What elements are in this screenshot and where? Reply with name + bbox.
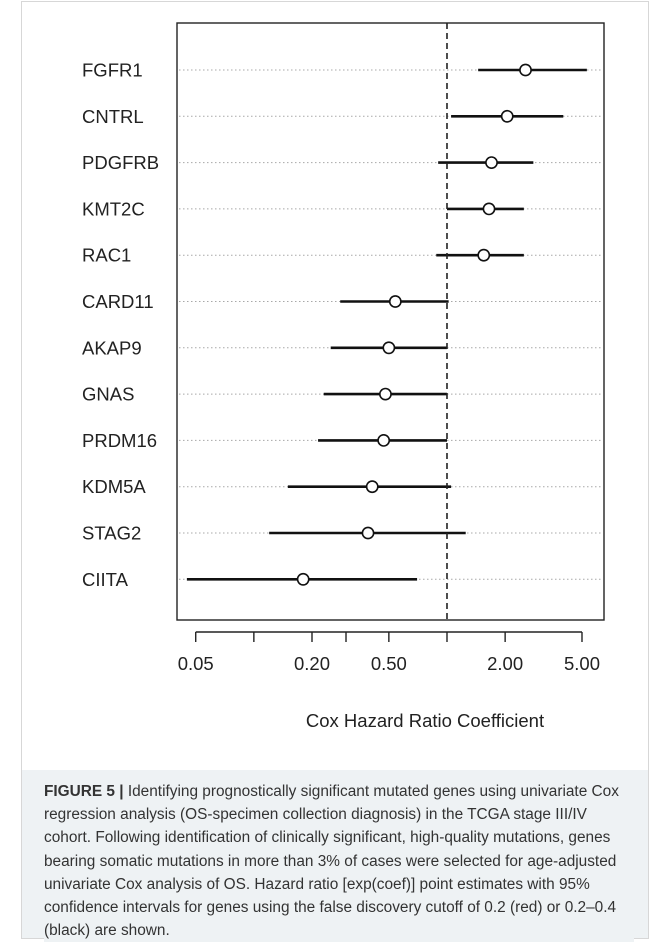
gene-label-prdm16: PRDM16 xyxy=(82,430,157,451)
x-tick-label: 0.20 xyxy=(294,653,330,674)
x-axis-label: Cox Hazard Ratio Coefficient xyxy=(306,710,544,731)
gene-label-card11: CARD11 xyxy=(82,291,154,312)
hr-point-ciita xyxy=(296,572,310,586)
hr-point-akap9 xyxy=(382,341,396,355)
gene-label-gnas: GNAS xyxy=(82,384,134,405)
hr-point-fgfr1 xyxy=(519,63,532,77)
x-tick-label: 2.00 xyxy=(487,653,523,674)
x-tick-label: 5.00 xyxy=(564,653,600,674)
gene-label-stag2: STAG2 xyxy=(82,523,141,544)
caption-text: Identifying prognostically significant m… xyxy=(44,783,619,940)
gene-label-kmt2c: KMT2C xyxy=(82,198,145,219)
hr-point-gnas xyxy=(379,387,392,401)
forest-plot: FGFR1 CNTRL PDGFRB KMT2C RAC1 CARD11 AKAP9 GNAS… xyxy=(82,22,605,731)
gene-label-ciita: CIITA xyxy=(82,569,129,590)
x-tick-label: 0.05 xyxy=(178,653,214,674)
x-tick-label: 0.50 xyxy=(371,653,407,674)
figure-caption: FIGURE 5 | Identifying prognostically si… xyxy=(44,780,634,942)
gene-label-fgfr1: FGFR1 xyxy=(82,60,143,81)
hr-point-rac1 xyxy=(477,248,491,262)
gene-label-akap9: AKAP9 xyxy=(82,337,142,358)
hr-point-pdgfrb xyxy=(485,156,498,169)
gene-label-kdm5a: KDM5A xyxy=(82,476,146,497)
caption-label: FIGURE 5 | xyxy=(44,783,124,800)
gene-label-pdgfrb: PDGFRB xyxy=(82,152,159,173)
gene-label-rac1: RAC1 xyxy=(82,245,131,266)
hr-point-cntrl xyxy=(500,109,514,123)
plot-area-border xyxy=(176,22,605,621)
hr-point-stag2 xyxy=(361,526,375,540)
hr-point-card11 xyxy=(388,295,402,308)
hr-point-kdm5a xyxy=(365,480,379,494)
hr-point-prdm16 xyxy=(377,433,391,447)
gene-label-cntrl: CNTRL xyxy=(82,106,144,127)
hr-point-kmt2c xyxy=(482,202,496,216)
